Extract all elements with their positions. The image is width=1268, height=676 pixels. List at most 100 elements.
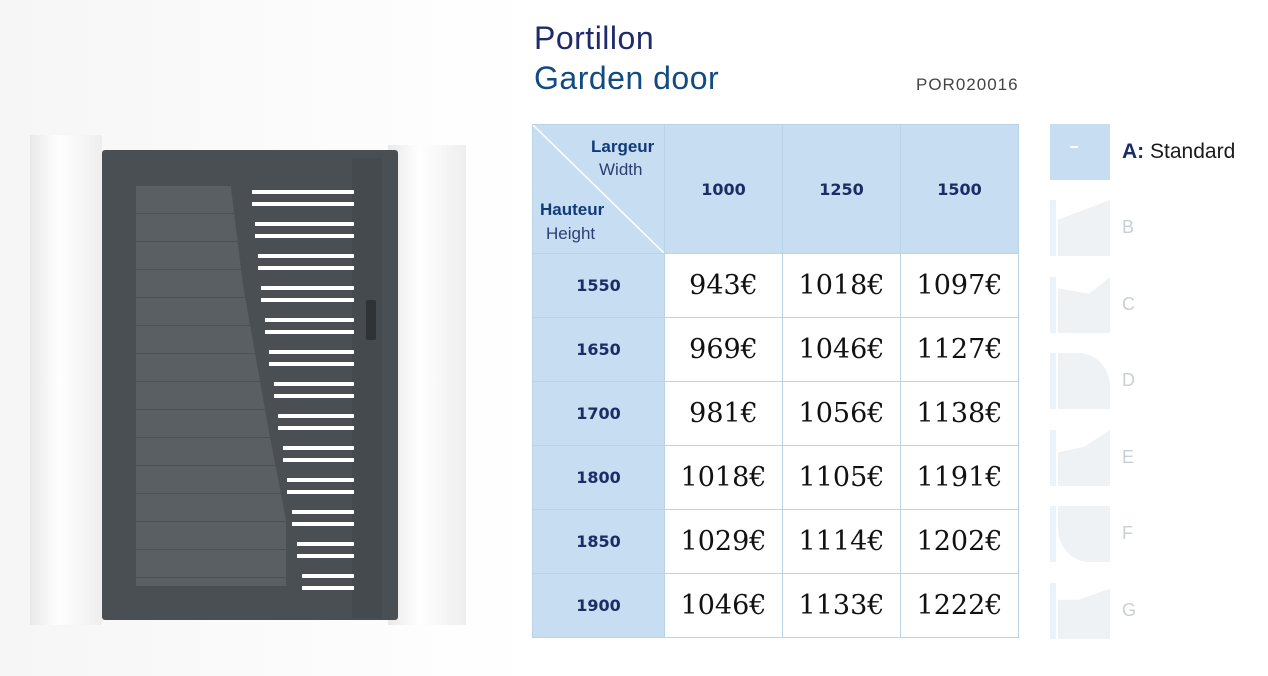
option-f-label[interactable]: F <box>1122 523 1133 543</box>
option-c-shape-icon <box>1058 277 1110 333</box>
width-label-en: Width <box>599 160 643 179</box>
gate-lock-post <box>352 158 382 618</box>
option-f-shape-icon <box>1058 506 1110 562</box>
price-cell: 1018€ <box>664 445 783 510</box>
table-row: 1800 1018€ 1105€ 1191€ <box>532 445 1019 510</box>
option-a-thumbnail[interactable] <box>1050 124 1110 180</box>
gate-slat <box>269 362 354 366</box>
price-cell: 1097€ <box>900 253 1019 318</box>
gate-slat <box>258 254 354 258</box>
gate-slat <box>292 522 354 526</box>
height-label-en: Height <box>546 224 596 243</box>
option-f-thumbnail[interactable] <box>1050 506 1110 562</box>
row-header: 1800 <box>532 445 665 510</box>
option-b-thumbnail[interactable] <box>1050 200 1110 256</box>
option-g-thumbnail[interactable] <box>1050 583 1110 639</box>
gate-slat <box>287 478 354 482</box>
table-header-row: Largeur Width Hauteur Height 1000 1250 1… <box>532 124 1019 254</box>
option-d-thumbnail[interactable] <box>1050 353 1110 409</box>
option-g-shape-icon <box>1058 588 1110 639</box>
column-header: 1000 <box>664 124 783 254</box>
gate-slat <box>265 318 354 322</box>
price-cell: 1138€ <box>900 381 1019 446</box>
option-bar <box>1050 583 1056 639</box>
gate-slat <box>292 510 354 514</box>
price-table: Largeur Width Hauteur Height 1000 1250 1… <box>532 124 1019 638</box>
price-cell: 969€ <box>664 317 783 382</box>
price-cell: 1056€ <box>782 381 901 446</box>
gate-slat <box>283 458 354 462</box>
gate-slat <box>252 202 354 206</box>
option-d-label[interactable]: D <box>1122 370 1135 390</box>
row-header: 1700 <box>532 381 665 446</box>
gate-slat <box>302 586 354 590</box>
option-a-label[interactable]: A: Standard <box>1122 140 1235 164</box>
price-cell: 1127€ <box>900 317 1019 382</box>
row-header: 1650 <box>532 317 665 382</box>
gate-slat <box>261 298 354 302</box>
option-bar <box>1050 506 1056 562</box>
price-cell: 1191€ <box>900 445 1019 510</box>
gate-slat <box>261 286 354 290</box>
table-corner-cell: Largeur Width Hauteur Height <box>532 124 665 254</box>
gate-slat <box>302 574 354 578</box>
option-b-shape-icon <box>1058 200 1110 256</box>
gate-slat <box>258 266 354 270</box>
gate-slat <box>297 554 354 558</box>
price-cell: 1029€ <box>664 509 783 574</box>
height-label-fr: Hauteur <box>540 200 605 219</box>
price-cell: 981€ <box>664 381 783 446</box>
option-b-label[interactable]: B <box>1122 217 1135 237</box>
option-g-label[interactable]: G <box>1122 600 1137 620</box>
table-row: 1700 981€ 1056€ 1138€ <box>532 381 1019 446</box>
option-a-letter: A: <box>1122 140 1145 163</box>
price-cell: 1046€ <box>782 317 901 382</box>
width-label-fr: Largeur <box>591 137 655 156</box>
gate-illustration <box>0 120 520 660</box>
gate-slat <box>255 234 354 238</box>
gate-slat <box>274 382 354 386</box>
option-bar <box>1050 200 1056 256</box>
title-french: Portillon <box>534 20 655 56</box>
option-c-label[interactable]: C <box>1122 294 1135 314</box>
option-bar <box>1050 430 1056 486</box>
price-cell: 1133€ <box>782 573 901 638</box>
table-row: 1900 1046€ 1133€ 1222€ <box>532 573 1019 638</box>
gate-slat <box>278 426 354 430</box>
option-a-name: Standard <box>1150 140 1236 163</box>
gate-slat <box>278 414 354 418</box>
option-c-thumbnail[interactable] <box>1050 277 1110 333</box>
gate-slat <box>252 190 354 194</box>
price-cell: 1114€ <box>782 509 901 574</box>
option-d-shape-icon <box>1058 353 1110 409</box>
gate-slat <box>287 490 354 494</box>
row-header: 1550 <box>532 253 665 318</box>
table-row: 1550 943€ 1018€ 1097€ <box>532 253 1019 318</box>
option-bar <box>1050 353 1056 409</box>
product-reference: POR020016 <box>916 75 1019 94</box>
column-header: 1250 <box>782 124 901 254</box>
option-e-shape-icon <box>1058 430 1110 486</box>
option-a-mark-icon <box>1070 146 1078 148</box>
gate-slat <box>269 350 354 354</box>
price-cell: 1222€ <box>900 573 1019 638</box>
price-cell: 943€ <box>664 253 783 318</box>
option-e-thumbnail[interactable] <box>1050 430 1110 486</box>
price-cell: 1046€ <box>664 573 783 638</box>
row-header: 1900 <box>532 573 665 638</box>
option-e-label[interactable]: E <box>1122 447 1135 467</box>
gate-slat <box>297 542 354 546</box>
right-pillar <box>388 145 466 625</box>
table-row: 1850 1029€ 1114€ 1202€ <box>532 509 1019 574</box>
option-bar <box>1050 277 1056 333</box>
table-row: 1650 969€ 1046€ 1127€ <box>532 317 1019 382</box>
row-header: 1850 <box>532 509 665 574</box>
title-english: Garden door <box>534 60 720 96</box>
gate-slat <box>265 330 354 334</box>
gate-handle-icon <box>366 300 376 340</box>
column-header: 1500 <box>900 124 1019 254</box>
price-cell: 1202€ <box>900 509 1019 574</box>
gate-slat <box>283 446 354 450</box>
price-cell: 1105€ <box>782 445 901 510</box>
left-pillar <box>30 135 102 625</box>
